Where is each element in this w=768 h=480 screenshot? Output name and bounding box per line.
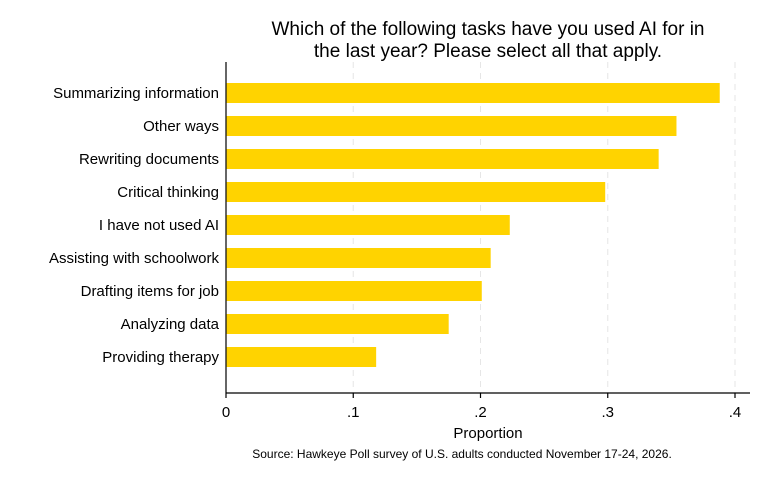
bar: [226, 347, 377, 367]
category-label: Assisting with schoolwork: [49, 250, 220, 267]
bar: [226, 281, 482, 301]
category-label: Analyzing data: [121, 316, 220, 333]
category-label: Providing therapy: [102, 349, 219, 366]
x-tick-label: .2: [474, 404, 487, 421]
category-label: Rewriting documents: [79, 151, 219, 168]
source-note: Source: Hawkeye Poll survey of U.S. adul…: [252, 447, 672, 461]
bar: [226, 182, 606, 202]
bar: [226, 314, 449, 334]
chart-title-line-1: Which of the following tasks have you us…: [271, 19, 704, 40]
category-label: Other ways: [143, 118, 219, 135]
bars: [226, 83, 720, 367]
x-tick-label: .4: [729, 404, 742, 421]
x-axis-ticks: 0 .1 .2 .3 .4: [222, 393, 741, 421]
bar: [226, 248, 491, 268]
category-labels: Summarizing information Other ways Rewriti…: [49, 85, 220, 366]
x-tick-label: .3: [601, 404, 614, 421]
x-tick-label: .1: [347, 404, 360, 421]
chart-title-line-2: the last year? Please select all that ap…: [314, 41, 662, 62]
chart-title: Which of the following tasks have you us…: [271, 19, 704, 62]
category-label: Critical thinking: [117, 184, 219, 201]
bar: [226, 149, 659, 169]
category-label: Summarizing information: [53, 85, 219, 102]
bar: [226, 83, 720, 103]
x-tick-label: 0: [222, 404, 230, 421]
x-axis-title: Proportion: [453, 425, 522, 442]
category-label: Drafting items for job: [81, 283, 219, 300]
bar: [226, 116, 677, 136]
bar: [226, 215, 510, 235]
category-label: I have not used AI: [99, 217, 219, 234]
